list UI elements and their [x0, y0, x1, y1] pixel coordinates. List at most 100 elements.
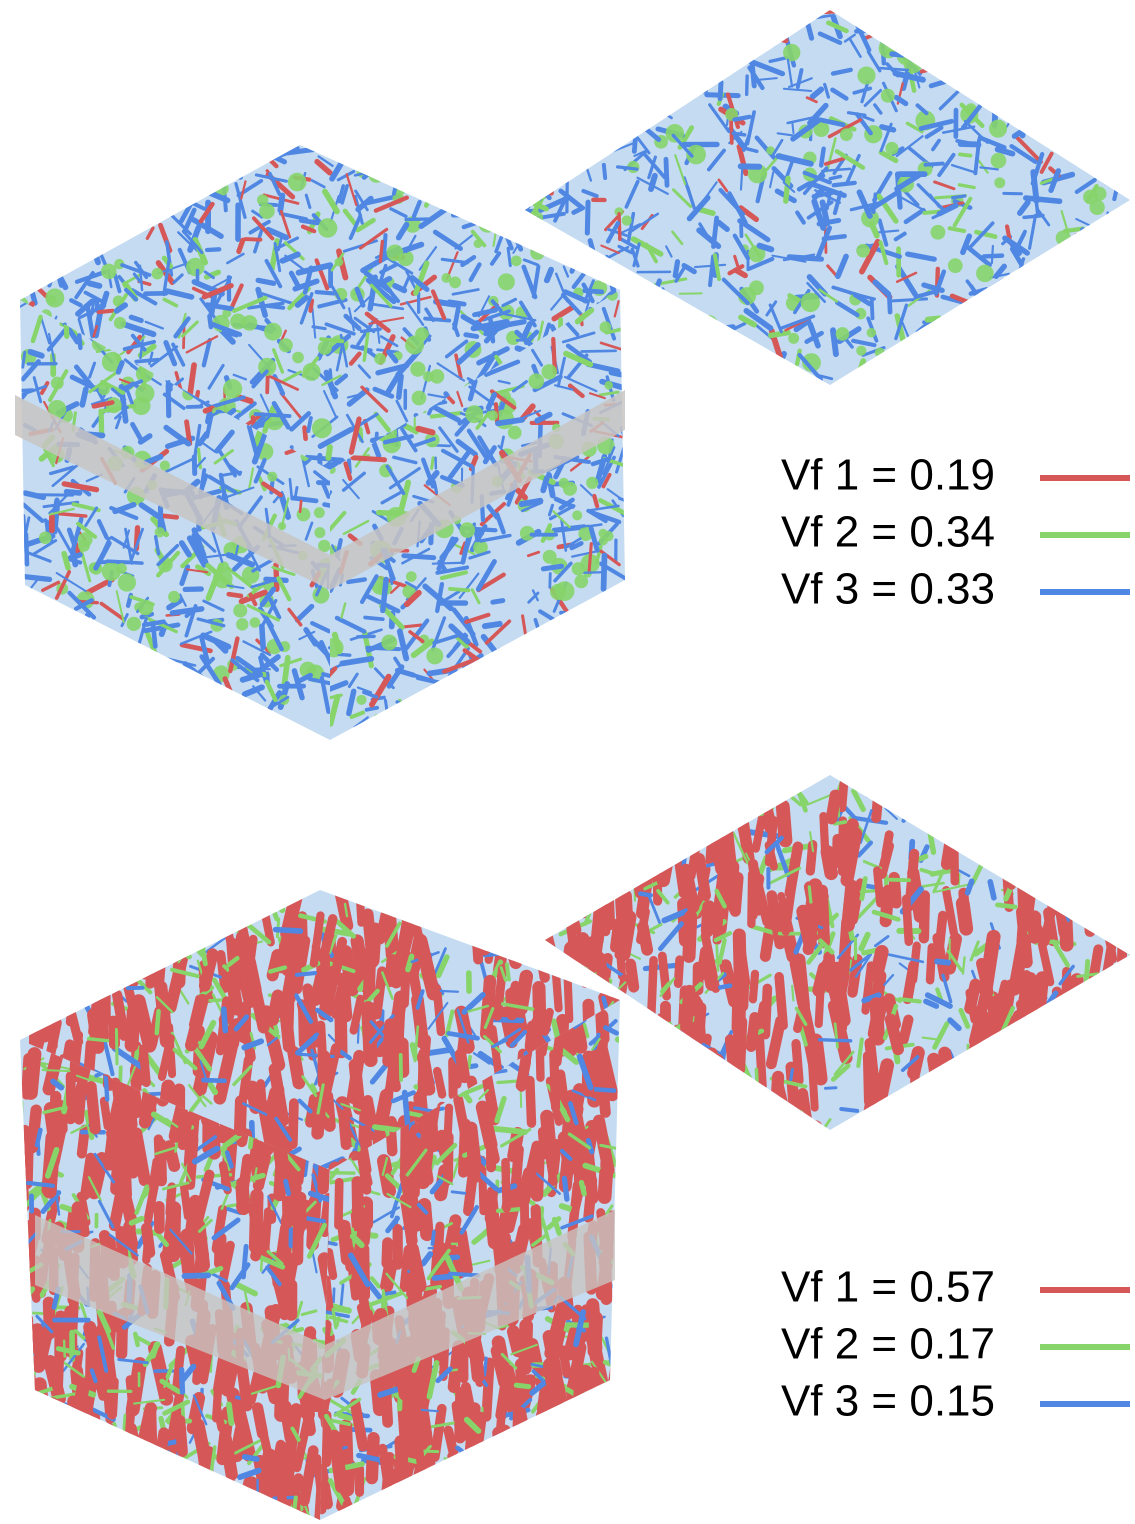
fiber [599, 718, 617, 746]
fiber [423, 1154, 427, 1180]
fiber [1122, 263, 1128, 273]
fiber [505, 1430, 514, 1476]
fiber [118, 363, 122, 372]
fiber [176, 1466, 179, 1492]
blob [528, 373, 544, 389]
fiber [83, 710, 114, 718]
fiber [720, 385, 753, 394]
fiber [67, 1426, 73, 1435]
fiber [97, 1508, 101, 1523]
fiber [436, 1479, 441, 1504]
fiber [620, 380, 633, 387]
fiber [23, 352, 25, 367]
fiber [582, 1412, 588, 1437]
fiber [22, 595, 34, 603]
fiber [419, 713, 439, 714]
fiber [220, 1495, 235, 1514]
fiber [595, 1454, 618, 1462]
fiber [143, 1049, 146, 1082]
fiber [583, 1488, 588, 1524]
fiber [153, 739, 162, 748]
fiber [168, 385, 169, 415]
fiber [59, 740, 61, 754]
fiber [124, 650, 148, 654]
fiber [122, 1314, 123, 1354]
fiber [141, 951, 145, 972]
fiber [1026, 67, 1031, 91]
fiber [604, 602, 616, 633]
fiber [564, 1178, 566, 1199]
blob [840, 128, 853, 141]
fiber [533, 1022, 537, 1049]
fiber [133, 1442, 135, 1479]
fiber [98, 704, 112, 720]
fiber [404, 1179, 409, 1203]
fiber [651, 176, 655, 189]
fiber [109, 687, 139, 704]
fiber [461, 181, 473, 188]
fiber [526, 166, 552, 168]
fiber [550, 1501, 555, 1524]
fiber [1128, 318, 1135, 343]
fiber [18, 996, 21, 1024]
fiber [972, 293, 986, 297]
blob [561, 146, 571, 156]
fiber [1109, 265, 1123, 278]
fiber [37, 950, 54, 960]
blob [1034, 328, 1044, 338]
fiber [515, 1489, 518, 1500]
fiber [455, 200, 457, 210]
fiber [60, 706, 71, 714]
fiber [497, 203, 509, 221]
fiber [313, 1201, 315, 1244]
fiber [555, 234, 567, 247]
fiber [485, 624, 500, 626]
fiber [129, 1086, 133, 1125]
fiber [89, 627, 99, 642]
fiber [792, 123, 793, 133]
fiber [308, 418, 311, 431]
fiber [273, 1508, 275, 1524]
fiber [69, 1457, 82, 1459]
fiber [683, 341, 697, 352]
fiber [525, 896, 532, 928]
fiber [587, 87, 618, 95]
fiber [0, 502, 20, 520]
fiber [52, 1402, 55, 1420]
fiber [242, 1482, 249, 1513]
fiber [960, 47, 978, 65]
fiber [743, 345, 759, 351]
fiber [0, 342, 20, 348]
fiber [600, 1512, 603, 1524]
fiber [79, 641, 91, 672]
fiber [543, 478, 547, 490]
fiber [494, 918, 499, 940]
fiber [190, 365, 194, 393]
fiber [518, 939, 546, 957]
fiber [579, 135, 586, 151]
fiber [453, 169, 479, 189]
fiber [29, 1476, 36, 1509]
fiber [613, 30, 624, 57]
fiber [38, 917, 51, 919]
fiber [181, 1471, 185, 1524]
fiber [79, 1431, 98, 1453]
fiber [560, 624, 568, 643]
blob [37, 233, 48, 244]
blob [563, 482, 577, 496]
fiber [151, 919, 158, 948]
fiber [17, 895, 28, 909]
fiber [142, 148, 151, 155]
fiber [637, 98, 670, 100]
fiber [1117, 144, 1135, 147]
fiber [26, 1369, 33, 1407]
fiber [146, 935, 155, 976]
fiber [101, 1505, 104, 1524]
fiber [889, 296, 890, 312]
fiber [48, 921, 62, 933]
fiber [400, 731, 402, 746]
fiber [24, 591, 29, 612]
fiber [286, 738, 296, 745]
fiber [663, 339, 677, 363]
fiber [635, 105, 650, 128]
